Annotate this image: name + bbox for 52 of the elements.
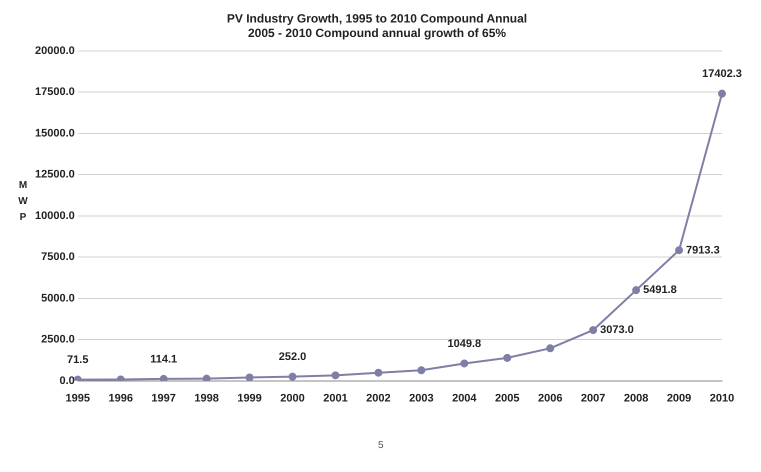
data-label: 252.0 bbox=[278, 351, 306, 364]
x-tick-label: 1997 bbox=[151, 392, 176, 404]
x-tick-label: 2008 bbox=[624, 392, 648, 404]
point bbox=[160, 374, 168, 381]
point bbox=[546, 344, 554, 352]
y-tick-label: 10000.0 bbox=[34, 210, 75, 222]
point bbox=[246, 374, 254, 381]
x-tick-label: 2000 bbox=[280, 392, 305, 404]
y-tick-label: 12500.0 bbox=[34, 168, 75, 181]
point bbox=[331, 371, 340, 380]
x-tick-label: 1995 bbox=[66, 392, 90, 404]
text: PV Industry Growth, 1995 to 2010 Compound Annual bbox=[226, 12, 528, 26]
y-tick-label: 5000.0 bbox=[41, 292, 75, 304]
data-label: 71.5 bbox=[67, 354, 88, 366]
y-tick-label: 2500.0 bbox=[41, 334, 75, 346]
y-tick-label: 7500.0 bbox=[41, 251, 75, 264]
x-tick-label: 1998 bbox=[194, 392, 219, 404]
data-label: 7913.3 bbox=[686, 244, 720, 256]
text: 5 bbox=[378, 440, 384, 451]
point bbox=[288, 372, 297, 381]
y-tick-label: 17500.0 bbox=[34, 86, 75, 98]
point bbox=[632, 286, 640, 294]
y-tick-label: 15000.0 bbox=[34, 127, 75, 140]
point bbox=[589, 326, 598, 334]
data-label: 1049.8 bbox=[447, 338, 482, 350]
data-label: 3073.0 bbox=[600, 324, 634, 336]
x-tick-label: 2003 bbox=[409, 392, 434, 404]
x-tick-label: 2009 bbox=[666, 392, 692, 404]
x-tick-label: 1996 bbox=[108, 392, 133, 404]
x-tick-label: 2002 bbox=[366, 392, 391, 404]
x-tick-label: 2004 bbox=[452, 392, 478, 404]
point bbox=[718, 90, 726, 98]
point bbox=[116, 375, 125, 381]
y-tick-label: 20000.0 bbox=[34, 44, 75, 57]
point bbox=[503, 354, 512, 362]
y-tick-label: 0.0 bbox=[59, 374, 75, 387]
point bbox=[460, 359, 468, 368]
y-axis-title: MWP bbox=[17, 179, 29, 225]
point bbox=[374, 368, 382, 377]
data-label: 114.1 bbox=[150, 353, 178, 366]
x-tick-label: 2010 bbox=[710, 392, 734, 404]
data-label: 17402.3 bbox=[702, 68, 742, 80]
text: 2005 - 2010 Compound annual growth of 65% bbox=[248, 26, 506, 40]
point bbox=[202, 374, 211, 381]
x-tick-label: 2001 bbox=[323, 392, 348, 404]
x-tick-label: 2005 bbox=[495, 392, 520, 404]
point bbox=[675, 246, 684, 254]
data-label: 5491.8 bbox=[643, 284, 677, 296]
x-tick-label: 2006 bbox=[538, 392, 562, 404]
x-tick-label: 1999 bbox=[237, 392, 262, 404]
x-tick-label: 2007 bbox=[580, 392, 606, 404]
point bbox=[417, 366, 426, 374]
